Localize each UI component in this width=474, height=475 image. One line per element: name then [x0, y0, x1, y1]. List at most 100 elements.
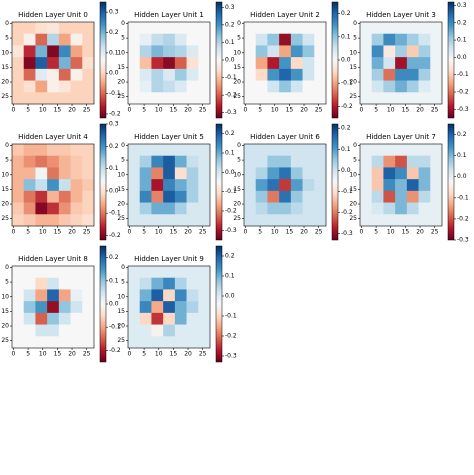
heatmap-cell: [58, 144, 71, 157]
heatmap-cell: [128, 301, 141, 314]
x-tick-label: 10: [39, 107, 47, 114]
plot-frame: [243, 21, 327, 105]
heatmap-cell: [302, 92, 315, 105]
heatmap-cell: [58, 57, 71, 70]
heatmap-cell: [128, 179, 141, 192]
heatmap-cell: [58, 68, 71, 81]
heatmap-cell: [290, 33, 303, 46]
heatmap-cell: [430, 144, 443, 157]
heatmap-cell: [383, 190, 396, 203]
x-tick-label: 10: [271, 229, 279, 236]
x-tick-label: 0: [128, 107, 132, 114]
heatmap-cell: [406, 33, 419, 46]
y-tick-label: 10: [1, 293, 9, 300]
chart-title: Hidden Layer Unit 9: [134, 255, 204, 263]
heatmap-cell: [406, 68, 419, 81]
y-tick-label: 5: [5, 279, 9, 286]
heatmap-cell: [163, 68, 176, 81]
heatmap-cell: [279, 33, 292, 46]
heatmap-cell: [139, 144, 152, 157]
heatmap-cell: [267, 214, 280, 227]
heatmap-cell: [174, 57, 187, 70]
y-tick-label: 25: [233, 215, 241, 222]
heatmap-cell: [186, 202, 199, 215]
y-tick-label: 15: [1, 308, 9, 315]
x-tick-label: 15: [170, 229, 178, 236]
heatmap-cell: [255, 92, 268, 105]
heatmap-cell: [58, 336, 71, 349]
heatmap-cell: [23, 266, 36, 279]
heatmap-cell: [360, 144, 373, 157]
heatmap-cell: [406, 45, 419, 58]
heatmap-cell: [267, 202, 280, 215]
heatmap-cell: [58, 266, 71, 279]
heatmap-cell: [395, 190, 408, 203]
heatmap-cell: [255, 214, 268, 227]
y-tick-label: 10: [117, 49, 125, 56]
x-tick-label: 20: [300, 107, 308, 114]
heatmap-cell: [70, 33, 83, 46]
heatmap-cell: [151, 22, 164, 35]
x-tick-label: 15: [170, 107, 178, 114]
heatmap-cell: [35, 92, 48, 105]
heatmap-cell: [244, 80, 257, 93]
heatmap-cell: [395, 68, 408, 81]
colorbar-tick-label: -0.2: [109, 110, 121, 117]
heatmap-cell: [47, 266, 60, 279]
heatmap-cell: [244, 144, 257, 157]
heatmap-cell: [23, 179, 36, 192]
heatmap-cell: [406, 92, 419, 105]
colorbar: [447, 1, 455, 119]
heatmap-cell: [139, 68, 152, 81]
y-tick-label: 5: [121, 157, 125, 164]
heatmap-cell: [82, 57, 95, 70]
colorbar-tick-label: -0.1: [109, 90, 121, 97]
heatmap-cell: [58, 214, 71, 227]
heatmap-cell: [23, 289, 36, 302]
heatmap-cell: [290, 68, 303, 81]
heatmap-cell: [360, 167, 373, 180]
colorbar-tick-label: -0.1: [109, 324, 121, 331]
heatmap-cell: [244, 33, 257, 46]
heatmap-cell: [198, 22, 211, 35]
heatmap-cell: [151, 33, 164, 46]
heatmap-cell: [47, 214, 60, 227]
heatmap-cell: [47, 80, 60, 93]
colorbar-tick-label: 0.2: [457, 131, 467, 138]
heatmap-cell: [139, 266, 152, 279]
x-tick-label: 20: [184, 107, 192, 114]
heatmap-cell: [302, 214, 315, 227]
heatmap-cell: [395, 179, 408, 192]
heatmap-cell: [174, 277, 187, 290]
x-tick-label: 25: [199, 229, 207, 236]
heatmap-cell: [174, 144, 187, 157]
y-tick-label: 10: [1, 49, 9, 56]
chart-title: Hidden Layer Unit 6: [250, 133, 320, 141]
heatmap-cell: [70, 289, 83, 302]
heatmap-cell: [314, 202, 327, 215]
heatmap-cell: [139, 33, 152, 46]
heatmap-cell: [198, 57, 211, 70]
heatmap-cell: [174, 266, 187, 279]
heatmap-cell: [198, 179, 211, 192]
heatmap-cell: [35, 214, 48, 227]
heatmap-cell: [430, 80, 443, 93]
heatmap-cell: [12, 202, 25, 215]
heatmap-cell: [279, 167, 292, 180]
y-tick-label: 15: [233, 64, 241, 71]
heatmap-cell: [70, 312, 83, 325]
heatmap-cell: [82, 266, 95, 279]
heatmap-cell: [430, 92, 443, 105]
heatmap-cell: [383, 57, 396, 70]
colorbar-tick-label: 0.1: [225, 273, 235, 280]
x-tick-label: 25: [83, 107, 91, 114]
heatmap-cell: [35, 33, 48, 46]
colorbar-tick-label: 0.1: [109, 277, 119, 284]
heatmap-cell: [186, 277, 199, 290]
heatmap-cell: [255, 202, 268, 215]
plot-frame: [11, 265, 95, 349]
plot-frame: [11, 143, 95, 227]
colorbar-tick-label: -0.2: [225, 208, 237, 215]
heatmap-cell: [151, 214, 164, 227]
y-tick-label: 20: [233, 79, 241, 86]
